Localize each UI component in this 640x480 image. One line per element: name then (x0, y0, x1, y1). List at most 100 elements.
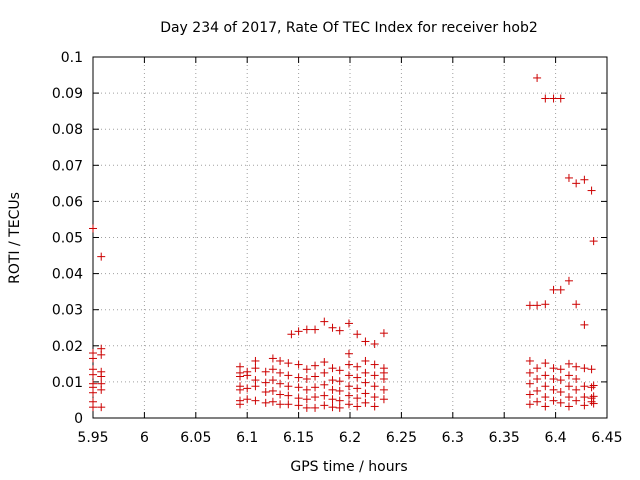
data-point (344, 319, 353, 328)
data-point (564, 173, 573, 182)
data-point (284, 371, 293, 380)
data-point (89, 370, 97, 379)
data-point (549, 375, 558, 384)
y-tick-label: 0.01 (52, 375, 83, 391)
y-tick-label: 0.06 (52, 194, 83, 210)
data-point (580, 393, 589, 402)
data-point (97, 350, 106, 359)
data-point (587, 186, 596, 195)
data-point (525, 301, 534, 310)
data-point (236, 372, 245, 381)
data-point (89, 388, 97, 397)
y-tick-label: 0.09 (52, 86, 83, 102)
data-point (97, 385, 106, 394)
data-point (284, 359, 293, 368)
data-point (589, 392, 598, 401)
data-point (89, 224, 97, 233)
data-point (549, 385, 558, 394)
data-point (353, 384, 362, 393)
data-point (236, 385, 245, 394)
data-point (361, 378, 370, 387)
data-point (89, 354, 97, 363)
data-point (311, 361, 320, 370)
data-point (328, 323, 337, 332)
data-point (243, 395, 252, 404)
data-point (284, 382, 293, 391)
data-point (361, 356, 370, 365)
data-point (287, 330, 296, 339)
data-point (564, 359, 573, 368)
data-point (243, 384, 252, 393)
data-point (251, 396, 260, 405)
x-tick-label: 6.05 (180, 430, 211, 446)
data-point (284, 400, 293, 409)
data-point (572, 396, 581, 405)
data-point (294, 383, 303, 392)
data-point (353, 330, 362, 339)
data-point (353, 362, 362, 371)
data-point (580, 364, 589, 373)
data-point (549, 285, 558, 294)
y-tick-label: 0.07 (52, 158, 83, 174)
data-point (320, 401, 329, 410)
data-point (335, 377, 344, 386)
data-point (361, 337, 370, 346)
data-point (572, 362, 581, 371)
x-tick-label: 6.35 (489, 430, 520, 446)
data-point (572, 375, 581, 384)
data-point (268, 386, 277, 395)
data-point (276, 400, 285, 409)
data-point (251, 356, 260, 365)
x-tick-labels: 5.95 6 6.05 6.1 6.15 6.2 6.25 6.3 6.35 6.4 6.45 (77, 430, 622, 446)
data-point (261, 378, 270, 387)
data-point (311, 393, 320, 402)
data-point (541, 393, 550, 402)
data-point (276, 356, 285, 365)
data-point (328, 403, 337, 412)
grid-lines (93, 57, 607, 418)
data-point (294, 327, 303, 336)
data-point (549, 364, 558, 373)
data-point (302, 403, 311, 412)
x-tick-label: 5.95 (77, 430, 108, 446)
y-tick-labels: 0 0.01 0.02 0.03 0.04 0.05 0.06 0.07 0.08 0.09 0.1 (52, 50, 83, 427)
chart-title: Day 234 of 2017, Rate Of TEC Index for r… (160, 20, 538, 36)
data-point (344, 371, 353, 380)
data-point (344, 391, 353, 400)
y-tick-label: 0 (74, 411, 83, 427)
data-point (549, 396, 558, 405)
data-point (572, 300, 581, 309)
data-point (564, 393, 573, 402)
data-point (572, 385, 581, 394)
data-point (379, 375, 388, 384)
data-point (533, 375, 542, 384)
data-point (589, 381, 598, 390)
data-point (311, 403, 320, 412)
data-point (533, 386, 542, 395)
data-point (541, 300, 550, 309)
y-tick-label: 0.03 (52, 303, 83, 319)
data-point (261, 388, 270, 397)
data-point (97, 252, 106, 261)
data-point (541, 382, 550, 391)
data-point (589, 399, 598, 408)
data-point (353, 402, 362, 411)
x-tick-label: 6 (140, 430, 149, 446)
data-point (370, 393, 379, 402)
data-point (344, 382, 353, 391)
data-point (525, 356, 534, 365)
data-point (564, 382, 573, 391)
data-point (328, 376, 337, 385)
data-point (379, 329, 388, 338)
data-point (311, 372, 320, 381)
y-axis-label: ROTI / TECUs (7, 192, 23, 284)
data-point (361, 368, 370, 377)
x-tick-label: 6.3 (442, 430, 464, 446)
data-point (525, 390, 534, 399)
y-tick-label: 0.04 (52, 267, 83, 283)
data-point (344, 360, 353, 369)
data-point (572, 179, 581, 188)
data-point (580, 320, 589, 329)
data-point (370, 402, 379, 411)
